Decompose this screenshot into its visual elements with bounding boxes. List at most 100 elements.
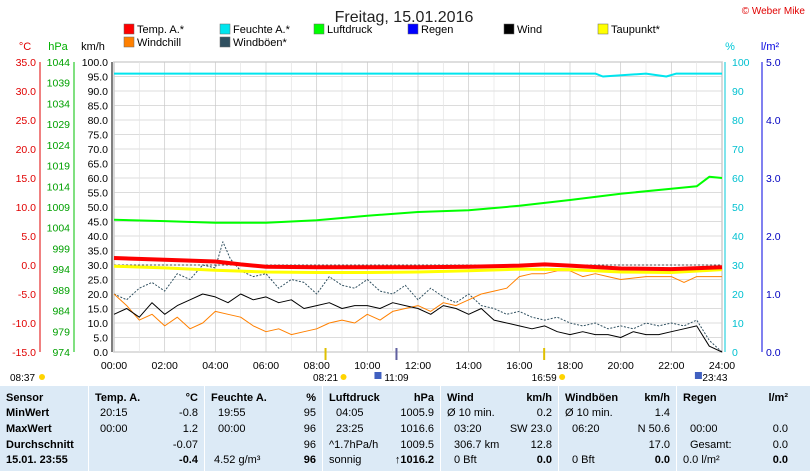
temp-avg-value: -0.07 [172, 439, 198, 451]
wind-tick-label: 15.0 [88, 304, 109, 316]
wind-tick-label: 0.0 [93, 347, 108, 359]
humidity-unit-label: % [306, 392, 316, 404]
wind-tick-label: 30.0 [88, 260, 109, 272]
time-tick-label: 06:00 [253, 360, 279, 372]
time-tick-label: 14:00 [456, 360, 482, 372]
rain-column: Regen l/m² 00:00 0.0 Gesamt: 0.0 0.0 l/m² 0.… [677, 386, 794, 471]
wind-beaufort: 0 Bft [454, 454, 477, 466]
pressure-tick-label: 999 [52, 243, 70, 255]
legend-label: Temp. A.* [137, 24, 185, 36]
wind-tick-label: 60.0 [88, 173, 109, 185]
series-line-taupunkt [113, 264, 723, 274]
copyright-label: © Weber Mike [742, 6, 806, 17]
pressure-tick-label: 1034 [47, 98, 71, 110]
time-tick-label: 24:00 [709, 360, 735, 372]
rain-tick-label: 1.0 [766, 289, 781, 301]
moon-icon [374, 372, 382, 379]
pressure-tick-label: 974 [52, 347, 70, 359]
legend-swatch [123, 23, 135, 35]
wind-tick-label: 90.0 [88, 86, 109, 98]
rain-unit: l/m² [761, 41, 780, 53]
series [113, 72, 723, 353]
legend-swatch [219, 23, 231, 35]
rain-current-value: 0.0 [772, 454, 788, 466]
rain-unit-label: l/m² [768, 392, 788, 404]
sun-icon [340, 374, 347, 380]
temp-tick-label: 0.0 [21, 260, 36, 272]
wind-tick-label: 75.0 [88, 130, 109, 142]
wind-tick-label: 85.0 [88, 101, 109, 113]
rain-total-label: Gesamt: [690, 439, 732, 451]
temp-max-time: 00:00 [100, 423, 128, 435]
humidity-tick-label: 10 [732, 318, 744, 330]
chart-title: Freitag, 15.01.2016 [335, 9, 474, 26]
gust-unit-label: km/h [644, 392, 670, 404]
pressure-tick-label: 1009 [47, 202, 71, 214]
wind-tick-label: 80.0 [88, 115, 109, 127]
time-tick-label: 18:00 [557, 360, 583, 372]
pressure-tick-label: 1039 [47, 78, 71, 90]
humidity-tick-label: 40 [732, 231, 744, 243]
temp-max-value: 1.2 [182, 423, 198, 435]
humidity-tick-label: 50 [732, 202, 744, 214]
pressure-tick-label: 984 [52, 306, 70, 318]
row-label-avg: Durchschnitt [6, 439, 74, 451]
rain-tick-label: 2.0 [766, 231, 781, 243]
sun-event-time: 23:43 [702, 373, 727, 384]
legend: Temp. A.* Feuchte A.* Luftdruck Regen Wind Ta… [123, 23, 661, 49]
temp-tick-label: 10.0 [16, 202, 37, 214]
humidity-header: Feuchte A. [211, 392, 267, 404]
sensor-header: Sensor [6, 392, 44, 404]
pressure-min-value: 1005.9 [400, 407, 434, 419]
series-line-luftdruck [113, 175, 723, 224]
wind-current-value: 0.0 [536, 454, 552, 466]
wind-tick-label: 45.0 [88, 217, 109, 229]
humidity-tick-label: 90 [732, 86, 744, 98]
wind-tick-label: 50.0 [88, 202, 109, 214]
sun-event-time: 11:09 [384, 373, 409, 384]
pressure-tick-label: 1019 [47, 161, 71, 173]
humidity-current-note: 4.52 g/m³ [214, 454, 261, 466]
humidity-unit: % [725, 41, 735, 53]
humidity-max-time: 00:00 [218, 423, 246, 435]
legend-label: Windböen* [233, 37, 288, 49]
temp-tick-label: -10.0 [12, 318, 36, 330]
pressure-header: Luftdruck [329, 392, 380, 404]
humidity-min-value: 95 [303, 407, 316, 419]
legend-label: Luftdruck [327, 24, 373, 36]
humidity-tick-label: 100 [732, 57, 750, 69]
moon-icon [694, 372, 702, 379]
pressure-tick-label: 1044 [47, 57, 71, 69]
temp-tick-label: 35.0 [16, 57, 37, 69]
sun-icon [39, 374, 45, 380]
temp-header: Temp. A. [95, 392, 141, 404]
time-tick-label: 04:00 [202, 360, 228, 372]
temp-tick-label: 5.0 [21, 231, 36, 243]
gust-header: Windböen [565, 392, 619, 404]
sun-event-time: 08:37 [10, 373, 35, 384]
wind-max-value: SW 23.0 [509, 423, 552, 435]
pressure-tick-label: 994 [52, 264, 70, 276]
humidity-current-value: 96 [303, 454, 316, 466]
pressure-tick-label: 1014 [47, 181, 71, 193]
grid [113, 61, 723, 353]
wind-column: Wind km/h Ø 10 min. 0.2 03:20 SW 23.0 306.7… [441, 386, 558, 471]
row-label-current: 15.01. 23:55 [6, 454, 68, 466]
pressure-tick-label: 979 [52, 326, 70, 338]
wind-avg10-value: 0.2 [536, 407, 552, 419]
wind-tick-label: 40.0 [88, 231, 109, 243]
humidity-tick-label: 60 [732, 173, 744, 185]
legend-swatch [407, 23, 419, 35]
rain-tick-label: 5.0 [766, 57, 781, 69]
temp-tick-label: -15.0 [12, 347, 36, 359]
gust-beaufort: 0 Bft [572, 454, 595, 466]
row-label-min: MinWert [6, 407, 50, 419]
wind-distance: 306.7 km [454, 439, 500, 451]
wind-tick-label: 100.0 [82, 57, 108, 69]
gust-avg10-value: 1.4 [654, 407, 670, 419]
wind-avg-value: 12.8 [530, 439, 552, 451]
temp-unit: °C [19, 41, 31, 53]
time-tick-label: 08:00 [304, 360, 330, 372]
wind-max-time: 03:20 [454, 423, 482, 435]
time-tick-label: 00:00 [101, 360, 127, 372]
